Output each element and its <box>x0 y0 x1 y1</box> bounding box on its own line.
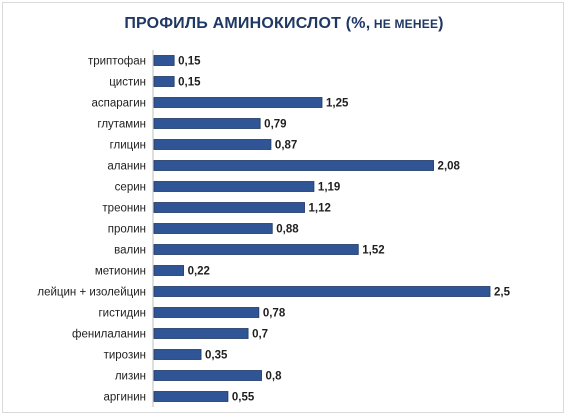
bar <box>153 307 260 318</box>
value-label: 2,5 <box>494 287 511 299</box>
value-label: 0,15 <box>178 56 201 68</box>
bar <box>153 391 229 402</box>
category-label: лейцин + изолейцин <box>37 287 146 299</box>
bar <box>153 265 184 276</box>
value-label: 1,19 <box>318 182 340 194</box>
category-label: триптофан <box>88 56 146 68</box>
bar <box>153 181 315 192</box>
category-label: фенилаланин <box>72 329 146 341</box>
value-label: 0,79 <box>264 119 286 131</box>
category-label: аспарагин <box>91 98 146 110</box>
category-label: глутамин <box>97 119 146 131</box>
bar <box>153 349 202 360</box>
category-label: валин <box>114 245 146 257</box>
category-label: тирозин <box>104 350 146 362</box>
bar <box>153 139 272 150</box>
value-label: 0,35 <box>205 350 228 362</box>
category-label: аланин <box>107 161 146 173</box>
bar <box>153 118 261 129</box>
value-label: 0,55 <box>232 392 255 404</box>
bar <box>153 244 359 255</box>
value-label: 0,78 <box>263 308 286 320</box>
bar <box>153 55 175 66</box>
value-label: 1,12 <box>309 203 331 215</box>
bar <box>153 286 491 297</box>
category-label: глицин <box>110 140 146 152</box>
category-label: гистидин <box>98 308 146 320</box>
bar <box>153 97 323 108</box>
category-label: серин <box>115 182 146 194</box>
bar <box>153 76 175 87</box>
chart-title-small: НЕ МЕНЕЕ <box>370 17 439 31</box>
value-label: 1,25 <box>326 98 349 110</box>
value-label: 0,22 <box>188 266 210 278</box>
bar-chart: триптофан 0,15 цистин 0,15 аспарагин 1,25 глут… <box>37 50 511 407</box>
bar <box>153 202 305 213</box>
bar <box>153 328 249 339</box>
value-label: 0,8 <box>266 371 283 383</box>
category-label: треонин <box>102 203 146 215</box>
value-label: 2,08 <box>438 161 461 173</box>
category-label: цистин <box>109 77 146 89</box>
bar <box>153 370 262 381</box>
chart-title-close: ) <box>438 15 444 32</box>
category-label: метионин <box>95 266 146 278</box>
category-label: аргинин <box>103 392 146 404</box>
category-label: лизин <box>115 371 146 383</box>
bar <box>153 223 273 234</box>
bar <box>153 160 434 171</box>
value-label: 0,87 <box>275 140 297 152</box>
value-label: 0,88 <box>276 224 299 236</box>
chart-title: ПРОФИЛЬ АМИНОКИСЛОТ (%, НЕ МЕНЕЕ) <box>3 15 565 33</box>
category-label: пролин <box>108 224 146 236</box>
value-label: 0,7 <box>252 329 268 341</box>
chart-frame: ПРОФИЛЬ АМИНОКИСЛОТ (%, НЕ МЕНЕЕ) трипто… <box>2 2 564 413</box>
chart-title-main: ПРОФИЛЬ АМИНОКИСЛОТ (%, <box>124 15 371 32</box>
value-label: 1,52 <box>362 245 384 257</box>
value-label: 0,15 <box>178 77 201 89</box>
